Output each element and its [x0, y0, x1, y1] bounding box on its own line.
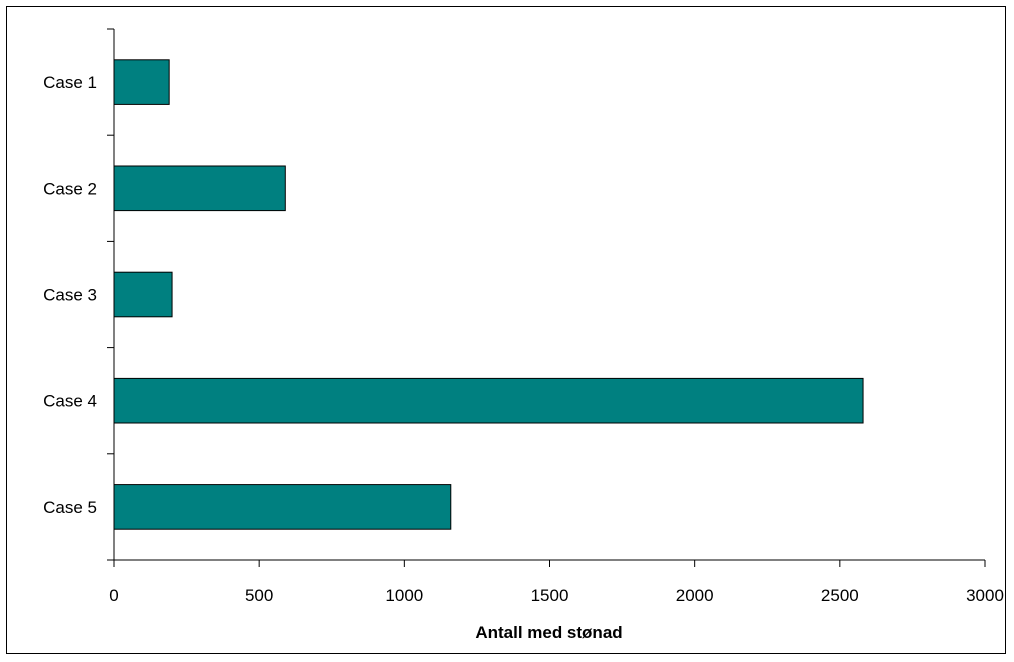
- bar-3: [113, 271, 173, 318]
- x-tick-label-0: 0: [109, 586, 118, 605]
- y-tick-label-1: Case 1: [43, 73, 97, 92]
- chart-frame: [6, 6, 1006, 654]
- x-tick-label-1: 500: [245, 586, 273, 605]
- bar-4: [113, 377, 864, 424]
- bar-2: [113, 165, 286, 212]
- labels-group: Case 1 Case 2 Case 3 Case 4 Case 5 0 500 1000 15…: [43, 73, 1004, 605]
- y-tick-label-5: Case 5: [43, 498, 97, 517]
- y-tick-label-4: Case 4: [43, 392, 97, 411]
- x-axis-title: Antall med stønad: [475, 623, 622, 642]
- x-tick-label-4: 2000: [676, 586, 714, 605]
- x-tick-label-2: 1000: [385, 586, 423, 605]
- x-tick-label-6: 3000: [966, 586, 1004, 605]
- x-tick-label-5: 2500: [821, 586, 859, 605]
- y-tick-label-2: Case 2: [43, 179, 97, 198]
- bar-5: [113, 484, 452, 530]
- bar-1: [113, 59, 170, 105]
- axes-group: [107, 28, 986, 567]
- x-tick-label-3: 1500: [531, 586, 569, 605]
- bars-group: [113, 59, 864, 530]
- y-tick-label-3: Case 3: [43, 286, 97, 305]
